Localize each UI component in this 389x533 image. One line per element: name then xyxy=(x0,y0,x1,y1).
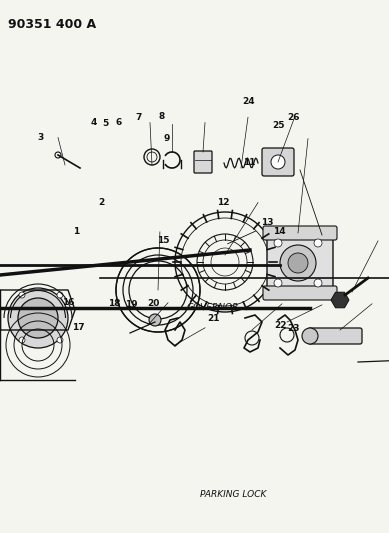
Text: 11: 11 xyxy=(243,158,255,167)
Circle shape xyxy=(271,155,285,169)
Text: 24: 24 xyxy=(242,97,254,106)
FancyBboxPatch shape xyxy=(262,148,294,176)
Text: 13: 13 xyxy=(261,219,273,227)
Text: 4: 4 xyxy=(90,118,96,127)
FancyBboxPatch shape xyxy=(194,151,212,173)
FancyBboxPatch shape xyxy=(263,286,337,300)
Circle shape xyxy=(19,292,25,298)
Text: 90351 400 A: 90351 400 A xyxy=(8,18,96,31)
Text: 14: 14 xyxy=(273,228,286,236)
Text: PARKING LOCK: PARKING LOCK xyxy=(200,490,266,499)
Text: 9: 9 xyxy=(163,134,170,143)
Text: 8: 8 xyxy=(158,112,165,120)
Text: 5: 5 xyxy=(102,119,108,128)
Text: 17: 17 xyxy=(72,324,85,332)
Text: 1: 1 xyxy=(73,228,79,236)
Circle shape xyxy=(274,239,282,247)
Text: 2: 2 xyxy=(98,198,104,207)
Circle shape xyxy=(280,245,316,281)
FancyBboxPatch shape xyxy=(308,328,362,344)
Circle shape xyxy=(314,239,322,247)
Text: 25: 25 xyxy=(272,121,284,130)
Circle shape xyxy=(302,328,318,344)
Text: 20: 20 xyxy=(147,300,160,308)
Text: 12: 12 xyxy=(217,198,230,207)
FancyBboxPatch shape xyxy=(263,226,337,240)
Circle shape xyxy=(18,298,58,338)
Circle shape xyxy=(274,279,282,287)
Text: 6: 6 xyxy=(116,118,122,127)
Text: GOVERNOR: GOVERNOR xyxy=(187,303,239,312)
Circle shape xyxy=(8,288,68,348)
Text: 19: 19 xyxy=(125,301,138,309)
Circle shape xyxy=(288,253,308,273)
Circle shape xyxy=(19,337,25,343)
FancyBboxPatch shape xyxy=(267,230,333,296)
Text: 3: 3 xyxy=(38,133,44,142)
Text: 18: 18 xyxy=(109,300,121,308)
Circle shape xyxy=(314,279,322,287)
Text: 7: 7 xyxy=(135,113,142,122)
Text: 15: 15 xyxy=(157,237,170,245)
Text: 21: 21 xyxy=(207,314,219,323)
Circle shape xyxy=(57,292,63,298)
Text: 16: 16 xyxy=(62,298,74,307)
Text: 22: 22 xyxy=(274,321,286,329)
Text: 26: 26 xyxy=(287,113,300,122)
Text: 23: 23 xyxy=(287,325,300,333)
Circle shape xyxy=(149,314,161,326)
Circle shape xyxy=(57,337,63,343)
